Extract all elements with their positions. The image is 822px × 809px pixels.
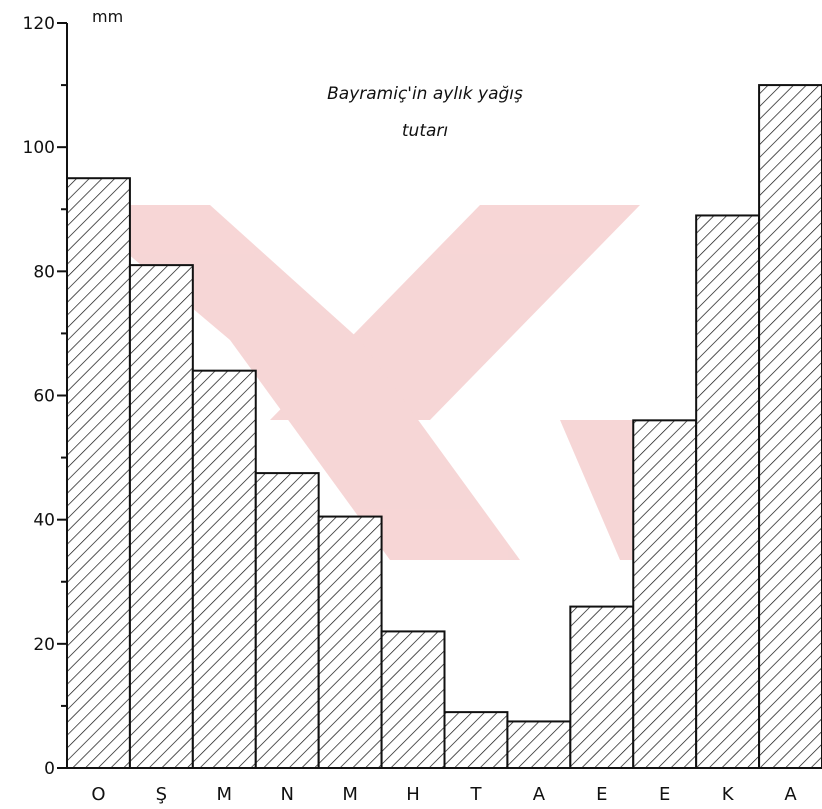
chart-subtitle: tutarı	[402, 121, 448, 141]
y-tick-label-40: 40	[33, 511, 55, 531]
x-tick-label-9: E	[596, 784, 607, 805]
bar-8	[506, 720, 572, 769]
x-tick-label-11: K	[722, 784, 735, 805]
bar-3	[191, 369, 257, 769]
chart-title: Bayramiç'in aylık yağış	[327, 84, 523, 104]
x-tick-label-4: N	[280, 784, 293, 805]
y-ticks: 0 20 40 60 80 100 120	[23, 14, 67, 779]
bar-2	[128, 264, 194, 769]
x-tick-label-2: Ş	[156, 784, 167, 805]
bar-11	[695, 214, 761, 770]
y-tick-label-60: 60	[33, 387, 55, 407]
y-axis-unit: mm	[92, 7, 123, 26]
bar-6	[380, 630, 446, 770]
bars-layer	[66, 84, 822, 770]
x-tick-label-12: A	[784, 784, 797, 805]
bar-9	[569, 605, 635, 769]
y-tick-label-20: 20	[33, 635, 55, 655]
bar-7	[443, 711, 509, 769]
bar-5	[317, 515, 383, 769]
x-tick-label-8: A	[533, 784, 546, 805]
bar-4	[254, 472, 320, 769]
y-tick-label-100: 100	[23, 138, 55, 158]
bar-12	[758, 84, 822, 770]
y-tick-label-0: 0	[44, 759, 55, 779]
y-tick-label-80: 80	[33, 262, 55, 282]
x-tick-label-5: M	[342, 784, 358, 805]
x-tick-label-6: H	[406, 784, 420, 805]
x-tick-label-3: M	[217, 784, 233, 805]
x-tick-label-10: E	[659, 784, 670, 805]
y-tick-label-120: 120	[23, 14, 55, 34]
bar-10	[632, 419, 698, 769]
x-tick-label-1: O	[91, 784, 105, 805]
x-tick-label-7: T	[469, 784, 482, 805]
bar-1	[66, 177, 131, 770]
